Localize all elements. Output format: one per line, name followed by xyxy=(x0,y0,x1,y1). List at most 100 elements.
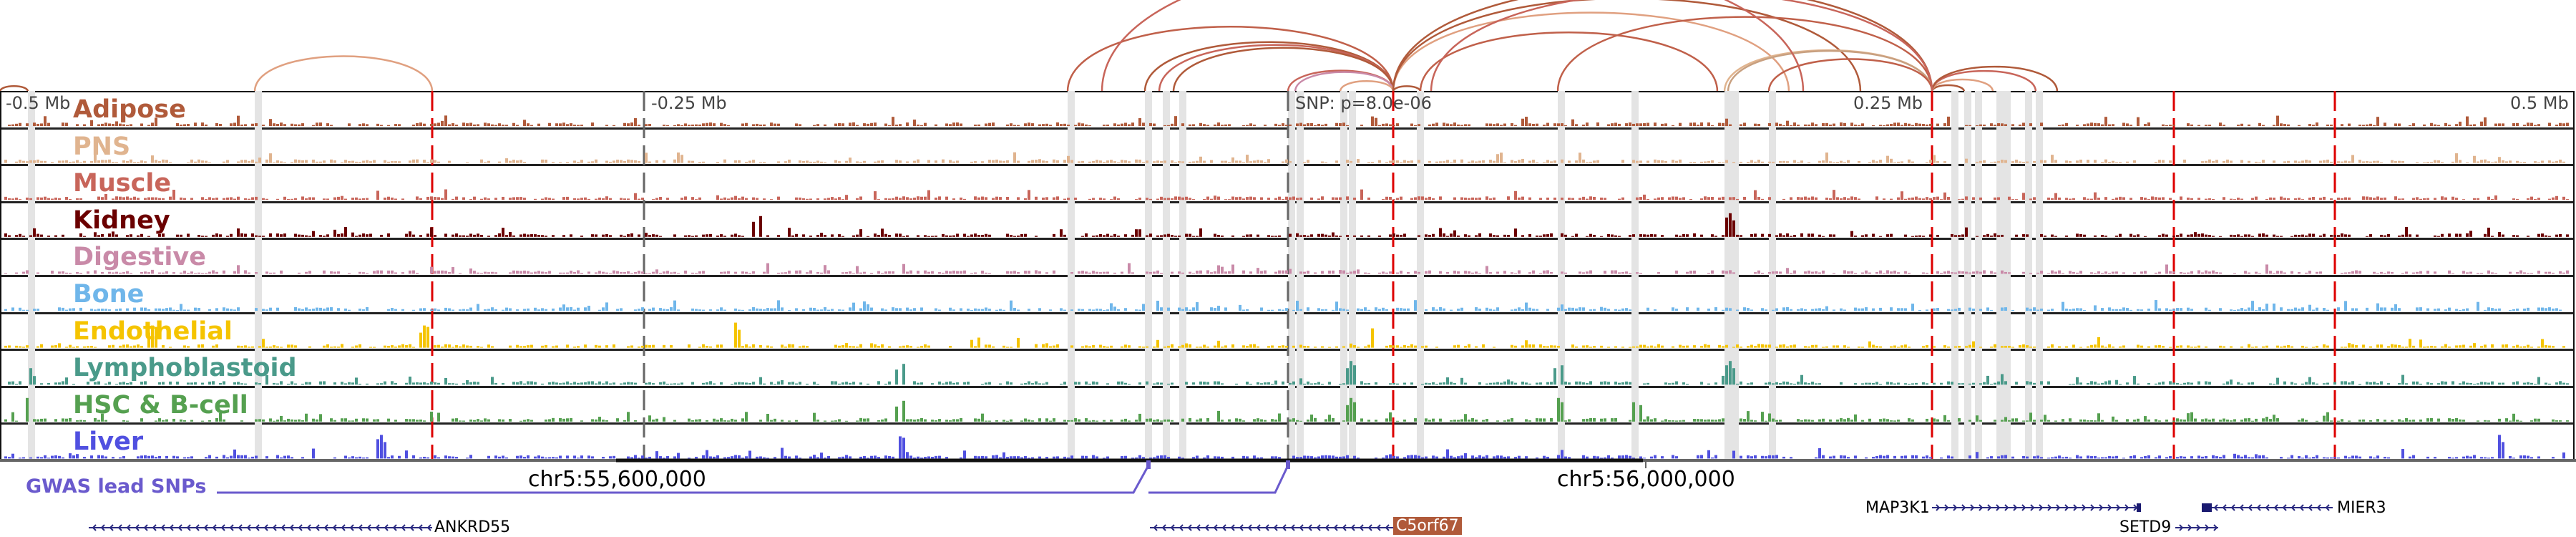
signal-bar xyxy=(187,382,190,385)
signal-bar xyxy=(2212,270,2215,274)
signal-bar xyxy=(516,344,519,348)
gene-setd9[interactable]: SETD9 xyxy=(2119,518,2172,536)
signal-bar xyxy=(1514,345,1517,348)
signal-bar xyxy=(716,344,719,348)
signal-bar xyxy=(2187,307,2190,311)
signal-bar xyxy=(1557,346,1560,348)
signal-bar xyxy=(2004,307,2007,311)
signal-bar xyxy=(1511,272,1513,274)
signal-bar xyxy=(2194,418,2197,422)
signal-bar xyxy=(1124,418,1127,422)
signal-bar xyxy=(1693,122,1696,126)
signal-bar xyxy=(1292,455,1295,459)
signal-bar xyxy=(212,270,215,274)
signal-bar xyxy=(122,344,125,348)
gene-mier3[interactable]: MIER3 xyxy=(2337,499,2386,517)
signal-bar xyxy=(1679,198,1682,200)
signal-bar xyxy=(1228,419,1231,422)
signal-bar xyxy=(1468,420,1470,422)
signal-bar xyxy=(784,272,787,274)
signal-bar xyxy=(641,455,644,459)
signal-bar xyxy=(1485,123,1488,126)
signal-bar xyxy=(36,346,39,348)
signal-bar xyxy=(2430,162,2433,163)
signal-bar xyxy=(312,159,315,163)
snp-pvalue-label: SNP: p=8.0e-06 xyxy=(1295,93,1432,113)
signal-bar xyxy=(2108,380,2111,385)
signal-bar xyxy=(1396,420,1399,422)
signal-bar xyxy=(1532,160,1535,163)
signal-bar xyxy=(2273,415,2275,422)
signal-bar xyxy=(555,345,558,348)
signal-bar xyxy=(559,307,562,311)
signal-bar xyxy=(834,344,837,348)
signal-bar xyxy=(1239,160,1241,163)
signal-bar xyxy=(2480,346,2483,348)
signal-bar xyxy=(2101,235,2104,237)
signal-bar xyxy=(2455,124,2458,126)
signal-bar xyxy=(1643,419,1646,422)
signal-bar xyxy=(2094,420,2097,422)
signal-bar xyxy=(1031,123,1034,126)
signal-bar xyxy=(1378,235,1381,237)
signal-bar xyxy=(187,272,190,274)
signal-bar xyxy=(1958,199,1961,200)
signal-bar xyxy=(97,196,100,200)
signal-bar xyxy=(1289,233,1292,237)
signal-bar xyxy=(1196,160,1199,163)
signal-bar xyxy=(2484,309,2487,311)
signal-bar xyxy=(1525,382,1528,385)
signal-bar xyxy=(1196,271,1199,274)
signal-bar xyxy=(2176,235,2179,237)
gene-c5orf67[interactable]: C5orf67 xyxy=(1393,517,1462,535)
signal-bar xyxy=(230,309,233,311)
signal-bar xyxy=(509,308,512,311)
gene-map3k1[interactable]: MAP3K1 xyxy=(1865,499,1930,517)
signal-bar xyxy=(1178,307,1181,311)
signal-bar xyxy=(1557,307,1560,311)
signal-bar xyxy=(79,420,82,422)
signal-bar xyxy=(223,419,225,422)
strand-arrow xyxy=(1333,524,1338,531)
signal-bar xyxy=(659,456,662,459)
signal-bar xyxy=(1711,270,1714,274)
signal-bar xyxy=(162,420,165,422)
signal-bar xyxy=(2237,455,2240,459)
signal-bar xyxy=(434,197,436,200)
signal-bar xyxy=(1385,418,1388,422)
signal-bar xyxy=(301,160,304,163)
signal-bar xyxy=(2391,307,2394,311)
signal-bar xyxy=(813,382,816,385)
signal-bar xyxy=(283,420,286,422)
signal-bar xyxy=(1400,196,1402,200)
gene-ankrd55[interactable]: ANKRD55 xyxy=(434,518,511,536)
signal-bar xyxy=(380,270,383,274)
signal-bar xyxy=(494,455,497,459)
loop-arc xyxy=(253,55,434,92)
signal-bar xyxy=(2090,420,2093,422)
signal-bar xyxy=(723,271,726,274)
signal-bar xyxy=(1729,197,1732,200)
signal-bar xyxy=(609,161,612,163)
signal-bar xyxy=(2527,198,2529,200)
signal-bar xyxy=(409,270,411,274)
signal-bar xyxy=(1267,346,1270,348)
signal-bar xyxy=(1901,455,1903,459)
signal-bar xyxy=(51,345,54,348)
signal-bar xyxy=(1078,309,1080,311)
signal-bar xyxy=(970,339,973,348)
signal-bar xyxy=(602,198,605,200)
signal-bar xyxy=(2341,124,2343,126)
signal-bar xyxy=(190,271,193,274)
signal-bar xyxy=(1282,345,1284,348)
signal-bar xyxy=(83,457,86,459)
signal-bar xyxy=(1811,271,1814,274)
signal-bar xyxy=(977,309,980,311)
signal-bar xyxy=(795,270,798,274)
signal-bar xyxy=(8,125,11,126)
signal-bar xyxy=(1654,418,1657,422)
signal-bar xyxy=(2559,420,2562,422)
signal-bar xyxy=(1732,197,1735,200)
signal-bar xyxy=(1550,271,1553,274)
signal-bar xyxy=(2165,457,2168,459)
